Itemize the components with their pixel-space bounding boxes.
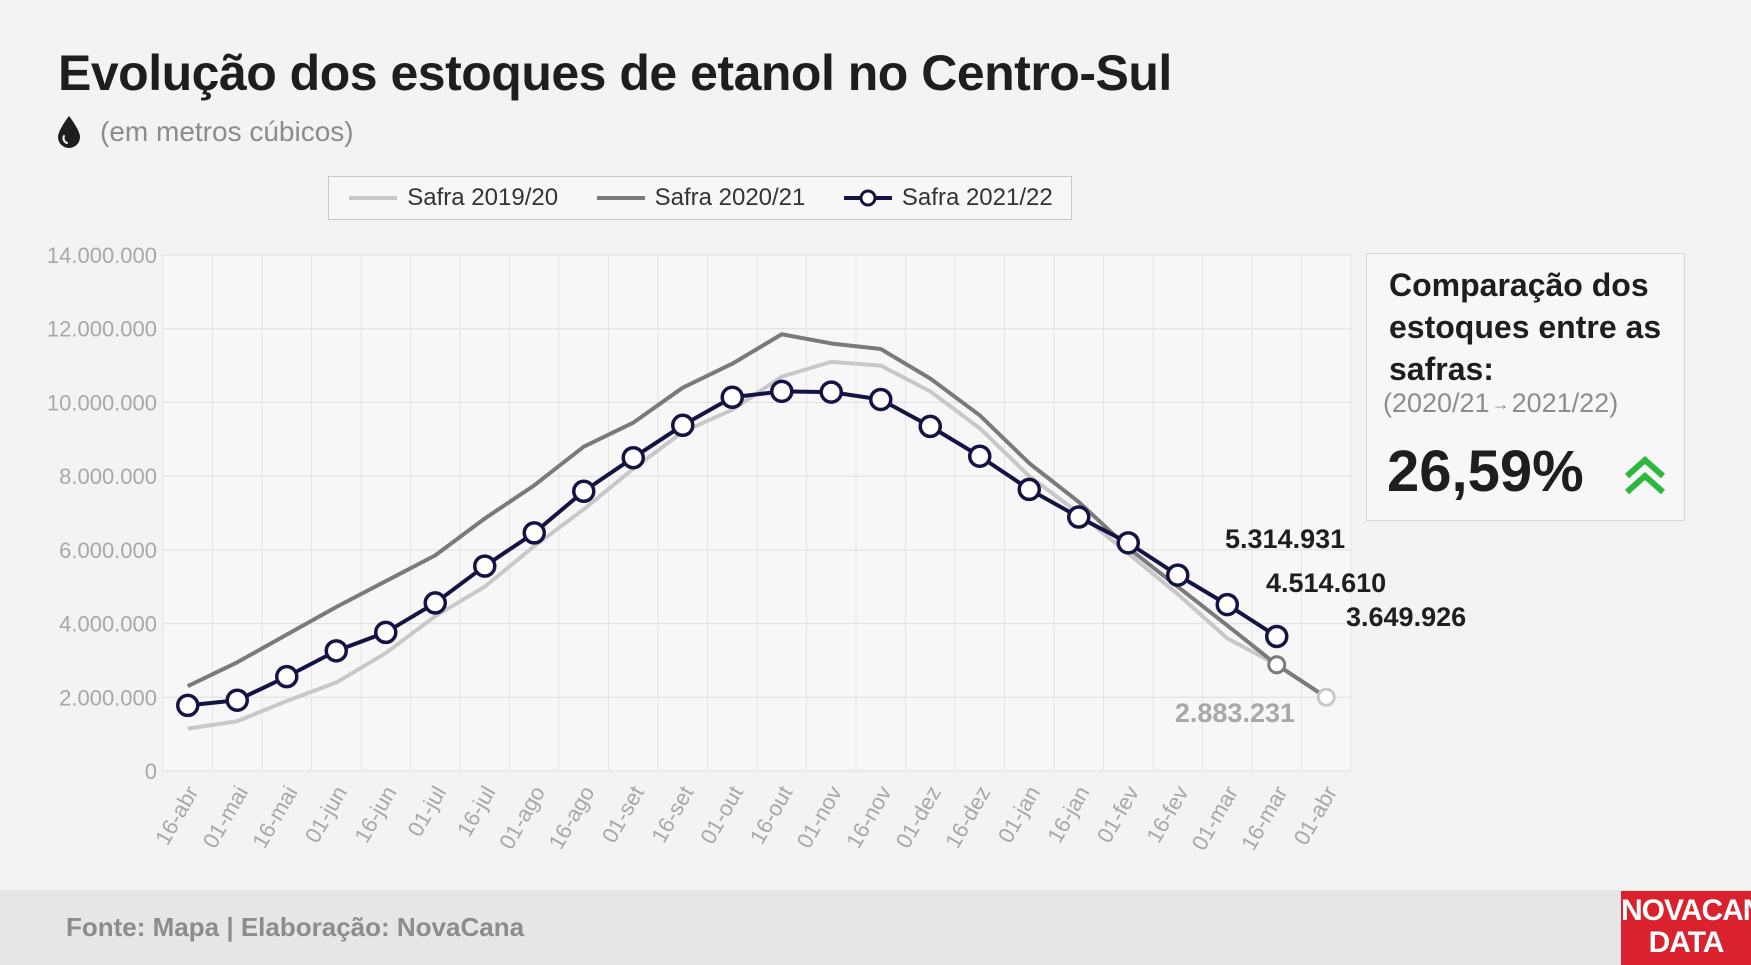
footer-source: Fonte: Mapa | Elaboração: NovaCana [66, 912, 525, 942]
legend-item-2020: Safra 2020/21 [595, 184, 806, 212]
series-2021-point [918, 414, 942, 439]
comparison-range: (2020/21 →2021/22) [1383, 388, 1618, 419]
series-2021-point [572, 479, 596, 504]
y-tick-label: 10.000.000 [47, 390, 157, 415]
series-2021-point [671, 413, 695, 438]
x-tick-label: 01-ago [494, 782, 550, 854]
comparison-title: Comparação dos estoques entre as safras: [1389, 267, 1662, 387]
series-2021-point [473, 554, 497, 578]
x-tick-label: 01-dez [891, 782, 946, 853]
data-label: 3.649.926 [1346, 602, 1466, 632]
x-tick-label: 16-ago [544, 782, 600, 854]
legend-swatch-2020 [596, 196, 645, 200]
x-tick-label: 16-jun [349, 782, 401, 847]
comparison-range-from: (2020/21 [1383, 388, 1490, 418]
x-tick-label: 01-nov [792, 782, 847, 853]
comparison-box: Comparação dos estoques entre as safras:… [1366, 253, 1685, 521]
legend-swatch-2021 [843, 189, 892, 207]
legend-label-2019: Safra 2019/20 [407, 184, 559, 211]
double-chevron-up-icon [1625, 455, 1665, 495]
series-2020-end-point [1267, 655, 1287, 675]
legend-item-2021: Safra 2021/22 [842, 184, 1053, 212]
series-2021-point [1166, 563, 1190, 587]
series-line-1 [186, 332, 1328, 699]
x-tick-label: 16-out [745, 782, 798, 849]
series-2021-point [324, 639, 348, 663]
data-label: 4.514.610 [1266, 568, 1386, 598]
data-label: 5.314.931 [1225, 524, 1345, 554]
series-2021-point [1116, 531, 1140, 555]
legend-item-2019: Safra 2019/20 [347, 184, 558, 212]
x-tick-label: 01-abr [1289, 782, 1342, 850]
series-2021-point [225, 688, 249, 712]
y-tick-label: 4.000.000 [59, 612, 157, 637]
series-2021-point [1017, 477, 1041, 502]
chart-title: Evolução dos estoques de etanol no Centr… [58, 45, 1172, 101]
chart-legend: Safra 2019/20 Safra 2020/21 Safra 2021/2… [328, 176, 1072, 220]
series-2021-point [770, 379, 794, 404]
x-tick-label: 16-dez [940, 782, 995, 853]
y-tick-label: 12.000.000 [47, 317, 157, 342]
series-2021-point [374, 620, 398, 645]
x-tick-label: 01-out [695, 782, 748, 849]
y-tick-label: 6.000.000 [59, 538, 157, 563]
x-tick-label: 01-mar [1187, 782, 1243, 855]
x-tick-label: 01-jun [300, 782, 352, 847]
data-label: 2.883.231 [1175, 698, 1295, 728]
x-tick-label: 16-nov [841, 782, 896, 853]
x-tick-label: 16-jul [452, 782, 501, 841]
drop-icon [58, 116, 80, 148]
x-tick-label: 16-mai [247, 782, 302, 853]
x-tick-label: 01-jan [993, 782, 1045, 847]
series-2019-end-point [1316, 687, 1336, 707]
y-tick-label: 0 [145, 759, 157, 784]
series-2021-point [423, 591, 447, 615]
series-2021-point [621, 445, 645, 470]
y-tick-label: 2.000.000 [59, 685, 157, 710]
x-tick-label: 16-fev [1141, 782, 1193, 847]
x-tick-label: 01-mai [198, 782, 253, 853]
y-tick-label: 8.000.000 [59, 464, 157, 489]
comparison-range-arrow: → [1491, 394, 1510, 415]
series-2021-point [869, 387, 893, 412]
legend-label-2020: Safra 2020/21 [654, 184, 806, 211]
comparison-value: 26,59% [1387, 439, 1584, 504]
series-2021-point [819, 380, 843, 404]
y-tick-label: 14.000.000 [47, 243, 157, 268]
x-tick-label: 16-set [646, 782, 698, 847]
x-tick-label: 16-jan [1042, 782, 1094, 847]
comparison-range-to: 2021/22) [1511, 388, 1619, 418]
x-tick-label: 01-set [597, 782, 649, 847]
legend-label-2021: Safra 2021/22 [901, 184, 1053, 211]
series-2021-point [522, 521, 546, 545]
footer-bar [0, 890, 1751, 965]
series-2021-point [720, 385, 744, 410]
logo-line2: DATA [1648, 926, 1725, 959]
series-2021-point [176, 693, 200, 718]
subtitle-row: (em metros cúbicos) [56, 114, 354, 150]
legend-swatch-2019 [349, 196, 398, 200]
series-2021-point [1215, 592, 1239, 617]
x-tick-label: 16-abr [150, 782, 203, 850]
x-tick-label: 01-jul [402, 782, 451, 841]
series-2021-point [1265, 624, 1289, 649]
x-tick-label: 01-fev [1092, 782, 1144, 847]
series-2021-point [275, 664, 299, 689]
line-chart: 0 2.000.000 4.000.000 6.000.000 8.000.000 10.… [47, 243, 1466, 855]
subtitle: (em metros cúbicos) [100, 116, 354, 147]
series-2021-point [1067, 505, 1091, 529]
x-tick-label: 16-mar [1236, 782, 1292, 855]
series-2021-point [968, 444, 992, 468]
logo-line1: NOVACANA [1621, 894, 1751, 927]
novacana-logo: NOVACANA DATA [1621, 891, 1751, 965]
